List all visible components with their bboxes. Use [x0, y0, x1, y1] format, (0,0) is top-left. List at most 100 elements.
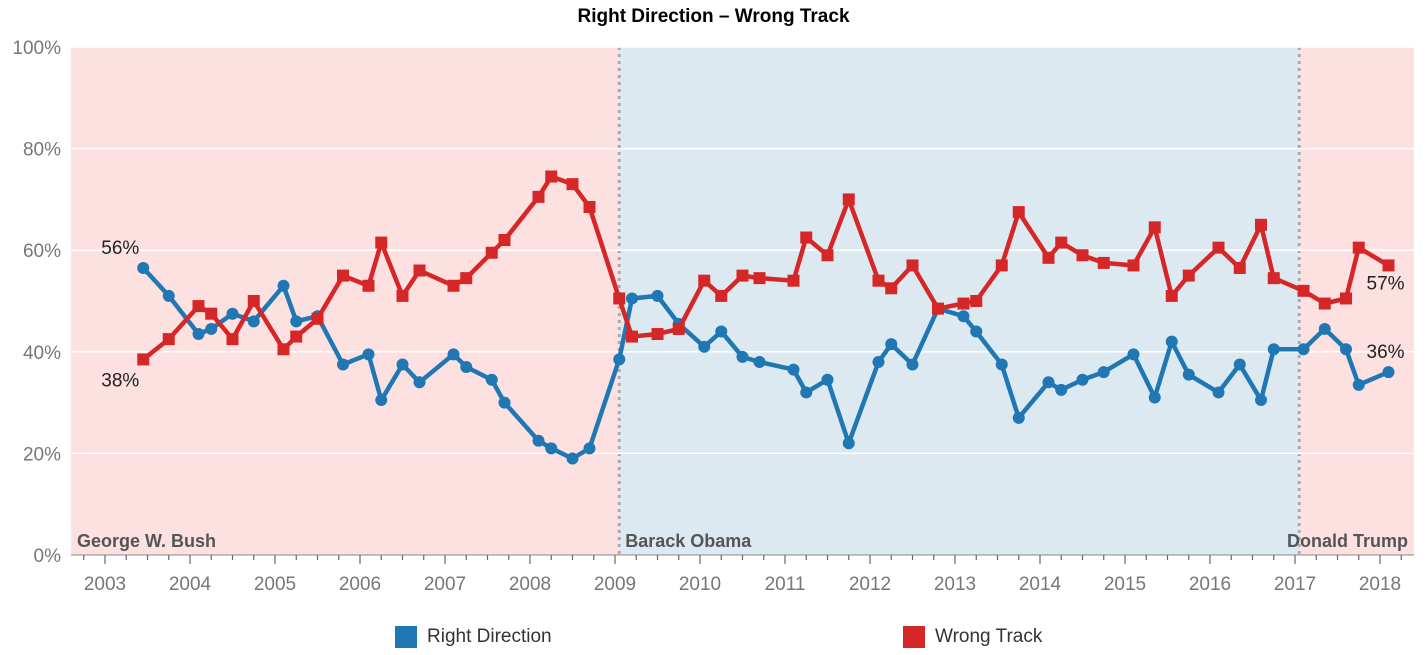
x-tick-label: 2015 — [1104, 574, 1146, 595]
annotation-right-end: 36% — [1367, 342, 1405, 363]
data-point-right — [226, 307, 239, 320]
data-point-wrong — [1297, 284, 1310, 297]
data-point-wrong — [226, 333, 239, 346]
x-tick-label: 2018 — [1359, 574, 1401, 595]
data-point-wrong — [1148, 221, 1161, 234]
data-point-wrong — [1267, 272, 1280, 285]
legend-item-wrong-track[interactable]: Wrong Track — [903, 626, 1042, 648]
data-point-right — [162, 289, 175, 302]
data-point-wrong — [842, 193, 855, 206]
data-point-wrong — [1165, 289, 1178, 302]
data-point-right — [1233, 358, 1246, 371]
data-point-right — [1352, 378, 1365, 391]
data-point-wrong — [337, 269, 349, 282]
data-point-wrong — [753, 272, 766, 285]
data-point-wrong — [447, 279, 460, 292]
x-tick-label: 2006 — [339, 574, 381, 595]
data-point-wrong — [137, 353, 150, 366]
legend-label-wrong-track: Wrong Track — [935, 626, 1043, 647]
data-point-right — [715, 325, 728, 338]
annotation-wrong-end: 57% — [1367, 273, 1405, 294]
data-point-right — [1318, 322, 1331, 335]
data-point-right — [970, 325, 983, 338]
data-point-wrong — [672, 322, 685, 335]
data-point-right — [1267, 343, 1280, 356]
data-point-wrong — [1382, 259, 1395, 272]
data-point-wrong — [613, 292, 626, 305]
x-tick-label: 2011 — [765, 574, 806, 595]
data-point-right — [995, 358, 1008, 371]
data-point-right — [885, 338, 898, 351]
x-tick-label: 2017 — [1274, 574, 1316, 595]
data-point-wrong — [162, 333, 175, 346]
x-tick-label: 2010 — [679, 574, 721, 595]
data-point-wrong — [205, 307, 218, 320]
data-point-right — [545, 442, 558, 455]
data-point-wrong — [970, 295, 983, 307]
data-point-wrong — [1097, 256, 1110, 269]
data-point-wrong — [626, 330, 638, 343]
chart-title: Right Direction – Wrong Track — [577, 6, 850, 27]
data-point-right — [1382, 366, 1395, 379]
data-point-wrong — [532, 190, 545, 203]
legend-label-right-direction: Right Direction — [427, 626, 552, 647]
data-point-right — [1097, 366, 1110, 379]
data-point-right — [736, 350, 749, 363]
data-point-right — [698, 340, 711, 353]
data-point-wrong — [1352, 241, 1365, 254]
data-point-wrong — [290, 330, 303, 343]
y-tick-label: 0% — [34, 546, 62, 567]
data-point-right — [842, 437, 855, 450]
x-tick-label: 2014 — [1019, 574, 1062, 595]
data-point-wrong — [460, 272, 473, 285]
annotation-wrong-start: 38% — [101, 370, 139, 391]
data-point-right — [1012, 411, 1025, 424]
data-point-wrong — [375, 236, 388, 249]
legend-item-right-direction[interactable]: Right Direction — [395, 626, 552, 648]
data-point-wrong — [1076, 249, 1089, 262]
data-point-wrong — [545, 170, 558, 183]
legend-swatch-wrong-track — [903, 626, 925, 648]
data-point-right — [290, 315, 303, 328]
data-point-right — [566, 452, 579, 465]
data-point-right — [413, 376, 426, 389]
data-point-wrong — [566, 178, 579, 191]
data-point-right — [532, 434, 545, 447]
data-point-wrong — [1042, 251, 1055, 264]
data-point-right — [1165, 335, 1178, 348]
data-point-right — [906, 358, 919, 371]
data-point-right — [1255, 394, 1267, 407]
data-point-wrong — [1340, 292, 1352, 305]
y-tick-label: 60% — [23, 241, 61, 262]
data-point-right — [1055, 383, 1068, 396]
data-point-right — [137, 261, 150, 274]
data-point-wrong — [736, 269, 749, 282]
data-point-wrong — [821, 249, 834, 262]
data-point-wrong — [192, 300, 205, 313]
series-lines — [137, 170, 1395, 465]
data-point-wrong — [1255, 218, 1267, 231]
y-tick-label: 100% — [12, 38, 61, 59]
data-point-wrong — [1318, 297, 1331, 310]
data-point-wrong — [1055, 236, 1068, 249]
data-point-wrong — [498, 234, 511, 247]
period-label-1: Barack Obama — [625, 531, 752, 551]
x-tick-label: 2009 — [594, 574, 636, 595]
period-bg-0 — [71, 47, 620, 555]
data-point-right — [460, 361, 473, 374]
data-point-wrong — [885, 282, 898, 295]
data-point-wrong — [800, 231, 813, 244]
data-point-wrong — [362, 279, 375, 292]
x-tick-label: 2003 — [84, 574, 126, 595]
data-point-right — [1212, 386, 1225, 399]
x-tick-label: 2012 — [849, 574, 891, 595]
y-tick-label: 20% — [23, 444, 61, 465]
data-point-right — [626, 292, 638, 305]
legend-swatch-right-direction — [395, 626, 417, 648]
data-point-wrong — [1233, 261, 1246, 274]
data-point-right — [651, 289, 664, 302]
data-point-right — [396, 358, 409, 371]
data-point-wrong — [1127, 259, 1140, 272]
data-point-wrong — [277, 343, 290, 356]
